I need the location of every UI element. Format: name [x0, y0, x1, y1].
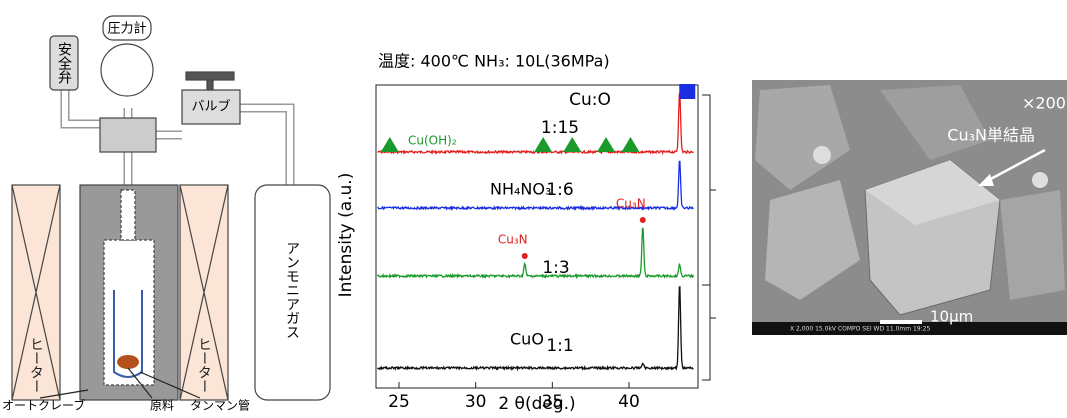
- ratio-label: 1:6: [546, 180, 573, 200]
- crystal: [765, 180, 860, 300]
- scale-bar: [880, 320, 922, 324]
- pipe-inner: [62, 90, 293, 188]
- tammann-tube: [113, 290, 143, 378]
- debris: [813, 146, 831, 164]
- cu-marker: [679, 84, 696, 99]
- heater-label: ヒーター: [28, 337, 44, 393]
- xrd-panel: 温度: 400℃ NH₃: 10L(36MPa) Intensity (a.u.…: [336, 52, 716, 414]
- autoclave-port: [120, 189, 136, 241]
- cu-oh2-marker: [597, 137, 615, 152]
- arrow: [984, 148, 1046, 184]
- ratio-label: 1:1: [546, 336, 573, 356]
- cu3n-label: Cu₃N: [498, 233, 528, 247]
- crystal: [755, 85, 850, 190]
- material-label: 原料: [150, 399, 174, 413]
- valve: [181, 89, 241, 125]
- autoclave-label: オートクレーブ: [2, 398, 85, 413]
- tube-label: タンマン管: [190, 398, 250, 413]
- plot-frame: [375, 84, 699, 389]
- safety-valve: [49, 35, 79, 91]
- crystal: [1000, 190, 1065, 300]
- gauge-label: 圧力計: [107, 21, 146, 37]
- heater-cross: [11, 184, 61, 401]
- pipe: [60, 90, 295, 188]
- info-text: X 2,000 15.0kV COMPO SEI WD 11.0mm 19:25: [790, 326, 930, 333]
- x-axis-label: 2 θ(deg.): [498, 394, 575, 414]
- ratio-header: Cu:O: [569, 90, 611, 110]
- cu-oh2-marker: [563, 137, 582, 152]
- magnification: ×2000: [1022, 94, 1067, 113]
- cu3n-label: Cu₃N: [616, 197, 646, 211]
- x-tick-label: 25: [388, 392, 410, 412]
- crystal-face: [865, 160, 1000, 225]
- safety-valve-label: 安全弁: [56, 42, 72, 84]
- x-tick-label: 30: [465, 392, 487, 412]
- cu3n-marker: [639, 217, 646, 223]
- x-tick-label: 40: [618, 392, 640, 412]
- crystal-label: Cu₃N単結晶: [947, 126, 1035, 145]
- cu3n-marker: [521, 253, 528, 259]
- bracket: [702, 94, 716, 381]
- apparatus: 安全弁 圧力計 バルブ ヒーター ヒーター アンモニアガス オートクレーブ 原料…: [2, 15, 331, 413]
- cu-oh2-label: Cu(OH)₂: [408, 134, 457, 148]
- valve-handle: [185, 71, 235, 81]
- cu-oh2-marker: [380, 137, 399, 152]
- debris: [1032, 172, 1048, 188]
- reagent-label: CuO: [510, 330, 544, 349]
- cross-fitting: [99, 117, 157, 153]
- cu-oh2-marker: [621, 137, 640, 152]
- reagent-label: NH₄NO₃: [490, 180, 551, 199]
- gas-label: アンモニアガス: [284, 241, 300, 339]
- ratio-label: 1:15: [541, 118, 579, 138]
- crystal: [880, 85, 990, 160]
- x-tick-label: 35: [542, 392, 564, 412]
- heater-cross: [179, 184, 229, 401]
- xrd-trace: [377, 160, 694, 212]
- scale-label: 10μm: [930, 308, 973, 326]
- heater-label: ヒーター: [196, 337, 212, 393]
- sem-image: X 2,000 15.0kV COMPO SEI WD 11.0mm 19:25…: [752, 80, 1067, 335]
- raw-material: [117, 355, 139, 369]
- gauge-tag: [102, 15, 152, 41]
- pressure-gauge: [100, 43, 154, 97]
- xrd-title: 温度: 400℃ NH₃: 10L(36MPa): [378, 52, 610, 71]
- xrd-trace: [377, 286, 694, 372]
- y-axis-label: Intensity (a.u.): [336, 173, 356, 298]
- ratio-label: 1:3: [542, 258, 569, 278]
- cu-oh2-marker: [534, 137, 553, 152]
- xrd-trace: [376, 227, 695, 280]
- gas-cylinder: [254, 184, 331, 401]
- arrow-head: [978, 174, 994, 186]
- callout-line: [39, 367, 201, 399]
- valve-stem: [206, 79, 214, 91]
- valve-label: バルブ: [191, 99, 230, 115]
- info-bar: [752, 322, 1067, 335]
